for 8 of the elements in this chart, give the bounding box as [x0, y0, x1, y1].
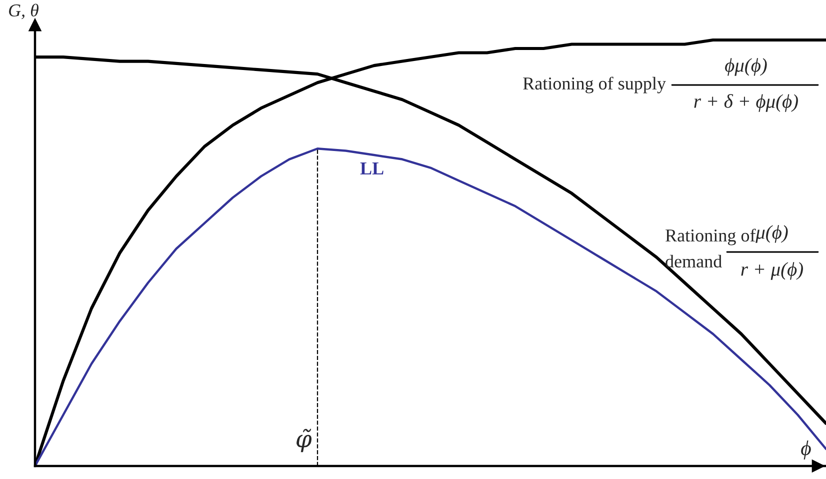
annotation: ϕμ(ϕ) — [725, 58, 767, 76]
annotation: μ(ϕ) — [756, 225, 788, 243]
series-label: Rationing of supply — [523, 76, 666, 94]
x-axis-title: ϕ — [801, 440, 811, 460]
annotation: r + δ + ϕμ(ϕ) — [694, 94, 798, 112]
series-label: LL — [360, 162, 384, 174]
annotation: φ̃ — [296, 428, 312, 452]
y-axis-title: G, θ — [8, 4, 39, 20]
